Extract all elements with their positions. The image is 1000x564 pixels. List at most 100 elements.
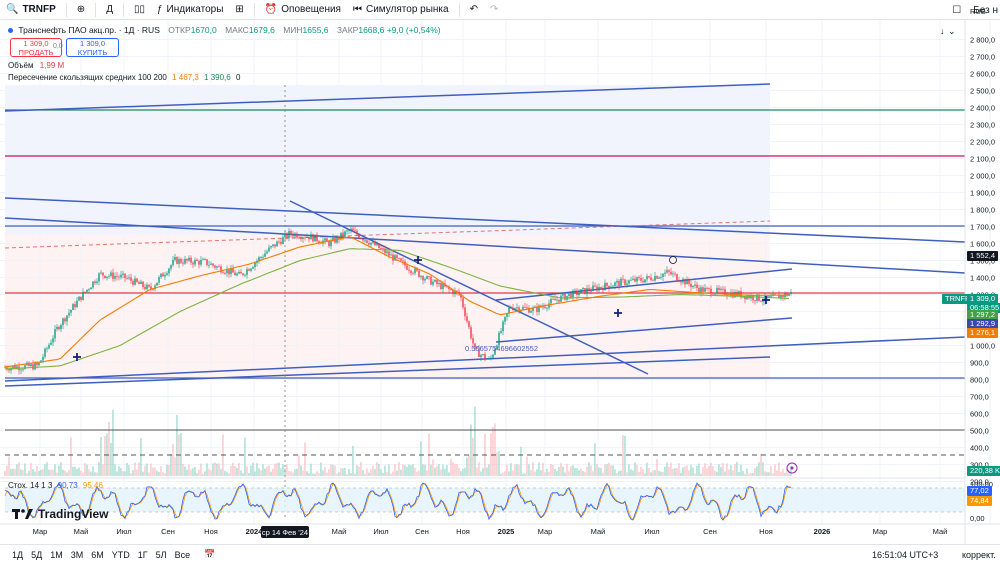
volume-bar [80, 470, 82, 476]
candle-body [164, 274, 166, 277]
range-1d[interactable]: 1Д [12, 549, 24, 560]
layout-select-button[interactable]: ☐ [946, 0, 967, 20]
stoch-legend[interactable]: Стох. 14 1 3 90,73 95,46 [8, 481, 103, 490]
ma-100-line[interactable] [4, 236, 789, 368]
indicators-button[interactable]: ƒ Индикаторы [151, 0, 229, 20]
volume-bar [394, 463, 396, 476]
tradingview-logo[interactable]: TradingView [12, 507, 108, 521]
price-axis[interactable]: 2 800,0 2 700,0 2 600,0 2 500,0 2 400,0 2 300… [970, 36, 995, 487]
volume-bar [196, 473, 198, 476]
fib-zone-lower [5, 235, 770, 380]
volume-bar [20, 469, 22, 476]
close-label: ЗАКР [336, 25, 359, 35]
replay-button[interactable]: ⏮ Симулятор рынка [347, 0, 455, 20]
currency-label[interactable]: RUB [970, 7, 986, 16]
price-chart[interactable]: 0.5065754696602552 2 800,0 2 700,0 2 600,0… [0, 20, 1000, 544]
volume-bar [102, 464, 104, 476]
candle-body [300, 237, 302, 239]
candle-body [754, 300, 756, 301]
volume-bar [38, 471, 40, 476]
undo-button[interactable]: ↶ [464, 0, 484, 20]
candle-body [60, 325, 62, 330]
volume-bar [736, 462, 738, 476]
volume-bar [676, 468, 678, 476]
candle-body [58, 326, 60, 330]
adjust-toggle[interactable]: коррект. [962, 549, 996, 560]
clock[interactable]: 16:51:04 UTC+3 [872, 549, 939, 560]
candle-body [306, 237, 308, 238]
candle-body [56, 326, 58, 330]
layout-name[interactable]: Без н [973, 4, 998, 16]
range-1y[interactable]: 1Г [137, 549, 148, 560]
trendline-channel-middle[interactable] [4, 217, 966, 274]
candle-body [666, 270, 668, 273]
volume-bar [110, 442, 112, 476]
volume-bar [218, 463, 220, 476]
candle-body [494, 349, 496, 355]
redo-button[interactable]: ↷ [484, 0, 504, 20]
volume-bar [742, 470, 744, 476]
candle-body [20, 369, 22, 371]
volume-bar [582, 471, 584, 476]
volume-bar [576, 468, 578, 476]
trendline-top[interactable] [4, 83, 771, 112]
range-5d[interactable]: 5Д [31, 549, 43, 560]
trendline-recent-lower[interactable] [495, 317, 793, 343]
alerts-button[interactable]: ⏰ Оповещения [259, 0, 347, 20]
event-marker-icon[interactable] [786, 462, 798, 474]
trendline-descending[interactable] [289, 200, 649, 375]
ma-cross-legend[interactable]: Пересечение скользящих средних 100 200 1… [8, 73, 240, 82]
candle-body [298, 237, 300, 239]
range-1m[interactable]: 1М [50, 549, 63, 560]
candle-body [530, 311, 532, 313]
range-5y[interactable]: 5Л [155, 549, 167, 560]
time-axis[interactable]: Мар Май Июл Сен Ноя 2024 Мар Май Июл Сен Ноя 2025 Ма… [33, 527, 948, 536]
ma-tag-3: 1 276,1 [967, 328, 999, 338]
time-tick-label: Май [933, 527, 948, 536]
candle-body [570, 293, 572, 299]
goto-date-icon[interactable]: 📅 [204, 549, 216, 559]
alert-handle-icon[interactable] [669, 256, 677, 264]
dashed-trendline[interactable] [4, 220, 771, 249]
candle-body [242, 273, 244, 276]
symbol-search[interactable]: 🔍 TRNFP [0, 0, 62, 20]
volume-bar [210, 470, 212, 476]
range-all[interactable]: Все [174, 549, 191, 560]
buy-button[interactable]: 1 309,0 КУПИТЬ [66, 38, 119, 57]
volume-bar [124, 471, 126, 476]
volume-bar [122, 471, 124, 476]
compare-button[interactable]: ⊕ [71, 0, 91, 20]
volume-bar [772, 473, 774, 476]
candle-body [532, 307, 534, 312]
toolbar-divider [65, 2, 67, 17]
candle-body [84, 291, 86, 293]
interval-button[interactable]: Д [106, 4, 113, 15]
volume-bar [694, 473, 696, 476]
volume-bar [242, 473, 244, 476]
range-6m[interactable]: 6М [91, 549, 104, 560]
candle-body [138, 281, 140, 284]
range-ytd[interactable]: YTD [111, 549, 130, 560]
volume-legend[interactable]: Объём 1,99 M [8, 61, 64, 70]
tradingview-logo-text: TradingView [38, 507, 109, 521]
volume-bar [378, 463, 380, 476]
candle-body [360, 238, 362, 239]
candle-body [510, 307, 512, 309]
chevron-down-icon[interactable]: ⌄ [948, 26, 956, 36]
volume-bar [160, 466, 162, 476]
stoch-k-tag: 77,02 [967, 486, 992, 496]
chart-type-button[interactable]: ▯▯ [128, 0, 151, 20]
price-candles[interactable] [4, 225, 792, 375]
range-3m[interactable]: 3М [70, 549, 84, 560]
trendline-bottom-short[interactable] [4, 356, 771, 387]
trendline-channel-upper[interactable] [4, 197, 966, 243]
download-icon[interactable]: ↓ [940, 26, 945, 36]
candle-body [560, 295, 562, 302]
layouts-button[interactable]: ⊞ [229, 0, 249, 20]
volume-bar [306, 471, 308, 476]
volume-bar [716, 471, 718, 476]
sell-button[interactable]: 1 309,0 ПРОДАТЬ [10, 38, 62, 57]
ma-200-line[interactable] [4, 248, 790, 370]
volume-bar [494, 423, 496, 476]
volume-bar [424, 464, 426, 476]
